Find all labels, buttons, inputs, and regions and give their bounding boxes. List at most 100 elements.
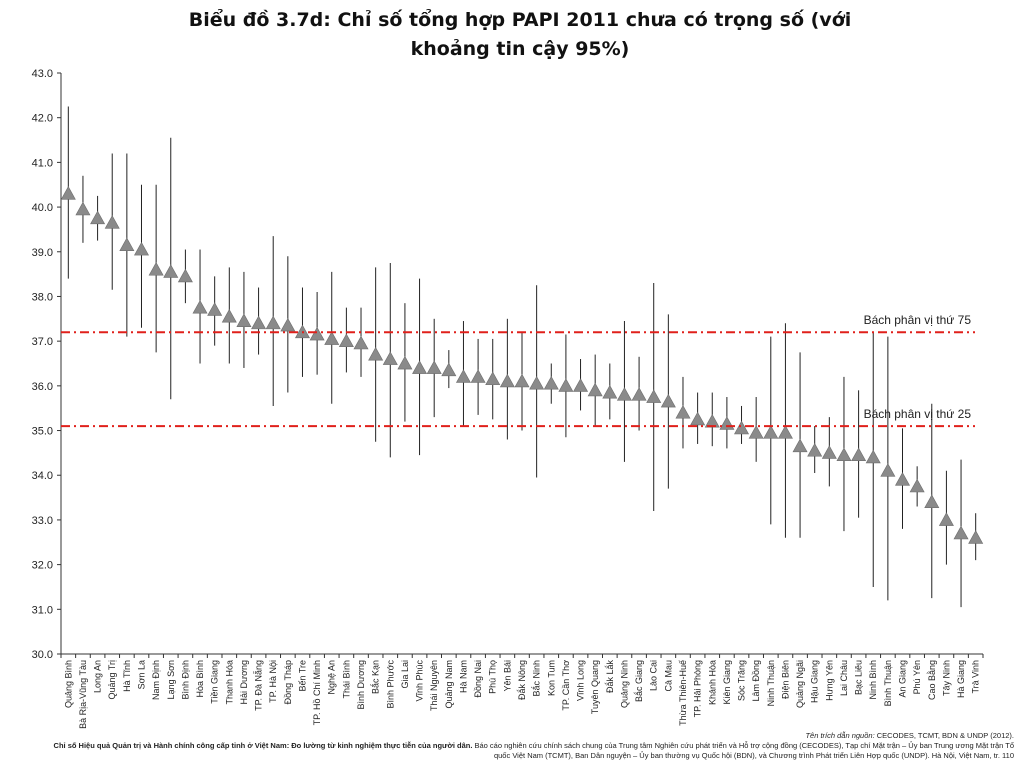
data-point: [338, 333, 354, 348]
data-point: [499, 373, 515, 388]
x-tick-label: Sóc Trăng: [737, 660, 747, 701]
data-point: [60, 186, 76, 200]
data-point: [968, 530, 984, 544]
data-point: [777, 425, 793, 439]
x-tick-label: Nghệ An: [327, 660, 337, 695]
y-axis: 30.0 31.0 32.0 33.0 34.0 35.0 36.0 37.0 38.0 39.0…: [32, 68, 62, 661]
y-tick-label: 42.0: [32, 113, 53, 125]
x-tick-label: Sơn La: [136, 660, 146, 689]
y-tick-label: 33.0: [32, 515, 53, 527]
confidence-intervals: [67, 106, 977, 608]
data-point: [441, 362, 457, 377]
x-tick-label: Bạc Liêu: [854, 660, 864, 695]
data-point: [807, 443, 823, 457]
y-tick-label: 35.0: [32, 426, 53, 438]
data-point: [631, 387, 647, 401]
data-point: [602, 384, 618, 399]
data-point: [543, 375, 559, 390]
x-tick-label: Quảng Ninh: [619, 660, 629, 708]
x-tick-label: Phú Thọ: [488, 660, 498, 694]
data-point: [309, 326, 325, 341]
data-point: [104, 215, 120, 229]
data-point: [251, 315, 267, 330]
x-tick-label: Quảng Trị: [107, 660, 117, 700]
reference-line-label: Bách phân vị thứ 25: [864, 407, 972, 421]
data-point: [660, 393, 676, 408]
x-tick-label: Vĩnh Long: [576, 660, 586, 701]
data-point: [324, 331, 340, 345]
data-point: [690, 411, 706, 426]
x-tick-label: Quảng Ngãi: [795, 660, 805, 708]
x-tick-label: Bình Phước: [385, 660, 395, 709]
data-point: [558, 378, 574, 392]
data-point: [880, 463, 896, 477]
data-point: [909, 478, 925, 493]
data-point: [529, 375, 545, 390]
x-tick-label: Lạng Sơn: [166, 660, 176, 699]
x-tick-label: Thừa Thiên-Huế: [678, 660, 688, 726]
province-markers: [60, 186, 984, 544]
x-tick-label: Bình Thuận: [883, 660, 893, 706]
data-point: [163, 264, 179, 278]
data-point: [221, 308, 237, 323]
data-point: [177, 268, 193, 283]
x-tick-label: Thái Bình: [341, 660, 351, 699]
y-tick-label: 39.0: [32, 247, 53, 259]
x-tick-label: Thanh Hóa: [224, 660, 234, 705]
x-tick-label: TP. Hồ Chí Minh: [312, 660, 322, 725]
y-tick-label: 41.0: [32, 157, 53, 169]
x-tick-label: Quảng Bình: [63, 660, 73, 708]
x-tick-label: Thái Nguyên: [429, 660, 439, 711]
x-tick-label: Hà Giang: [956, 660, 966, 698]
data-point: [148, 262, 164, 276]
x-tick-label: Đồng Nai: [473, 660, 483, 698]
x-tick-label: Yên Bái: [502, 660, 512, 692]
source-text: Báo cáo nghiên cứu chính sách chung của …: [472, 741, 1015, 760]
x-tick-label: Tây Ninh: [941, 660, 951, 696]
data-point: [573, 378, 589, 392]
x-tick-label: TP. Hải Phòng: [693, 660, 703, 717]
data-point: [953, 525, 969, 540]
y-tick-label: 32.0: [32, 560, 53, 572]
data-point: [514, 373, 530, 388]
data-point: [924, 494, 940, 508]
data-point: [426, 360, 442, 374]
x-tick-label: Đồng Tháp: [283, 660, 293, 704]
data-point: [368, 346, 384, 361]
x-tick-label: Đắk Nông: [517, 660, 527, 700]
data-point: [280, 317, 296, 332]
x-tick-label: Phú Yên: [912, 660, 922, 694]
x-tick-label: Cao Bằng: [927, 660, 937, 700]
data-point: [485, 371, 501, 386]
papi-ci-chart: 30.0 31.0 32.0 33.0 34.0 35.0 36.0 37.0 38.0 39.0…: [32, 68, 984, 729]
data-point: [90, 210, 106, 225]
x-tick-label: Quảng Nam: [444, 660, 454, 709]
x-tick-label: Nam Định: [151, 660, 161, 700]
x-tick-label: Kiên Giang: [722, 660, 732, 705]
data-point: [353, 335, 369, 350]
source-note: Chỉ số Hiệu quả Quản trị và Hành chính c…: [40, 741, 1014, 761]
x-tick-label: An Giang: [898, 660, 908, 698]
data-point: [821, 445, 837, 459]
data-point: [397, 355, 413, 370]
data-point: [382, 351, 398, 365]
data-point: [851, 447, 867, 462]
data-point: [119, 237, 135, 251]
data-point: [192, 300, 208, 314]
data-point: [646, 389, 662, 403]
y-tick-label: 31.0: [32, 604, 53, 616]
x-tick-label: Bến Tre: [297, 660, 307, 692]
data-point: [792, 438, 808, 453]
x-tick-label: Bà Rịa-Vũng Tàu: [78, 660, 88, 729]
data-point: [938, 512, 954, 526]
x-tick-label: Bình Định: [180, 660, 190, 700]
x-tick-label: TP. Đà Nẵng: [254, 660, 264, 711]
y-tick-label: 37.0: [32, 336, 53, 348]
data-point: [265, 315, 281, 330]
x-tick-label: Long An: [93, 660, 103, 693]
x-tick-label: Ninh Thuận: [766, 660, 776, 706]
data-point: [616, 387, 632, 401]
x-tick-label: Bắc Ninh: [532, 660, 542, 697]
x-tick-label: Kon Tum: [546, 660, 556, 696]
reference-line-label: Bách phân vị thứ 75: [864, 313, 972, 327]
